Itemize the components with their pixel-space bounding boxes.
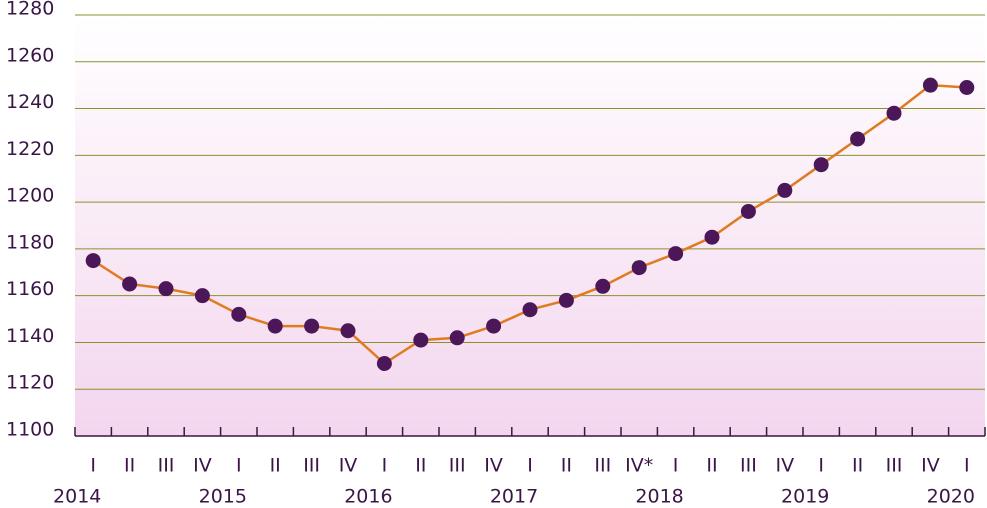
data-point [595, 278, 611, 294]
data-point [777, 182, 793, 198]
x-tick-label: II [124, 455, 135, 477]
x-tick-label: III [303, 455, 320, 477]
year-label: 2016 [344, 486, 392, 508]
data-point [376, 355, 392, 371]
x-tick-label: II [852, 455, 863, 477]
year-label: 2020 [927, 486, 975, 508]
data-point [631, 260, 647, 276]
x-tick-label: IV [339, 455, 358, 477]
data-point [486, 318, 502, 334]
data-point [122, 276, 138, 292]
x-tick-label: II [270, 455, 281, 477]
data-point [668, 246, 684, 262]
plot-background [75, 15, 985, 436]
data-point [449, 330, 465, 346]
y-tick-label: 1260 [6, 44, 54, 66]
data-point [813, 157, 829, 173]
data-point [558, 292, 574, 308]
x-tick-label: I [90, 455, 96, 477]
y-tick-label: 1280 [6, 0, 54, 20]
x-tick-label: IV [921, 455, 940, 477]
y-tick-label: 1160 [6, 278, 54, 300]
x-tick-label: IV [484, 455, 503, 477]
x-tick-label: I [527, 455, 533, 477]
year-label: 2017 [490, 486, 538, 508]
data-point [704, 229, 720, 245]
x-tick-label: III [158, 455, 175, 477]
y-tick-label: 1100 [6, 419, 54, 441]
y-tick-label: 1180 [6, 231, 54, 253]
x-tick-label: I [382, 455, 388, 477]
x-tick-label: IV [775, 455, 794, 477]
x-tick-label: III [594, 455, 611, 477]
data-point [850, 131, 866, 147]
data-point [267, 318, 283, 334]
data-point [959, 80, 975, 96]
x-tick-label: IV* [625, 455, 653, 477]
data-point [522, 302, 538, 318]
x-tick-label: I [673, 455, 679, 477]
y-tick-label: 1120 [6, 372, 54, 394]
x-tick-label: III [740, 455, 757, 477]
x-tick-label: II [706, 455, 717, 477]
y-tick-label: 1140 [6, 325, 54, 347]
x-tick-label: I [964, 455, 970, 477]
y-tick-label: 1240 [6, 91, 54, 113]
x-tick-label: I [236, 455, 242, 477]
data-point [304, 318, 320, 334]
x-tick-label: I [818, 455, 824, 477]
year-label: 2019 [781, 486, 829, 508]
data-point [158, 281, 174, 297]
data-point [886, 105, 902, 121]
data-point [85, 253, 101, 269]
y-tick-label: 1200 [6, 185, 54, 207]
data-point [194, 288, 210, 304]
data-point [413, 332, 429, 348]
x-tick-label: II [561, 455, 572, 477]
year-label: 2014 [53, 486, 101, 508]
x-tick-label: III [449, 455, 466, 477]
x-tick-label: III [886, 455, 903, 477]
data-point [231, 306, 247, 322]
year-label: 2015 [199, 486, 247, 508]
x-tick-label: II [415, 455, 426, 477]
data-point [922, 77, 938, 93]
x-tick-label: IV [193, 455, 212, 477]
data-point [340, 323, 356, 339]
data-point [740, 203, 756, 219]
year-label: 2018 [635, 486, 683, 508]
y-tick-label: 1220 [6, 138, 54, 160]
